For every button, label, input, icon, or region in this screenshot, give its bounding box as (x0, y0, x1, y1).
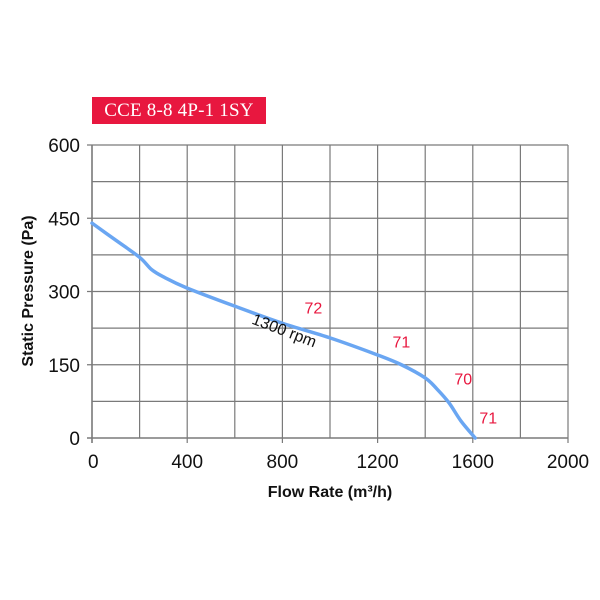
noise-level-label: 71 (393, 335, 411, 352)
x-axis-label: Flow Rate (m³/h) (268, 484, 392, 501)
y-tick-label: 150 (48, 356, 80, 377)
x-axis-ticks: 0 400 800 1200 1600 2000 (88, 452, 589, 473)
y-axis-ticks: 0 150 300 450 600 (48, 136, 80, 450)
x-tick-label: 1600 (452, 452, 494, 473)
x-tick-label: 0 (88, 452, 99, 473)
noise-level-label: 70 (454, 371, 472, 388)
x-tick-label: 1200 (356, 452, 398, 473)
y-tick-label: 600 (48, 136, 80, 157)
y-axis-label: Static Pressure (Pa) (20, 215, 37, 366)
y-tick-label: 300 (48, 283, 80, 304)
x-tick-label: 400 (171, 452, 203, 473)
noise-level-label: 72 (304, 300, 322, 317)
grid-lines (87, 144, 569, 443)
fan-curve-line (90, 221, 477, 440)
y-tick-label: 450 (48, 209, 80, 230)
noise-level-label: 71 (479, 410, 497, 427)
x-tick-label: 2000 (547, 452, 589, 473)
y-tick-label: 0 (69, 429, 80, 450)
chart-title-badge: CCE 8-8 4P-1 1SY (92, 97, 266, 124)
x-tick-label: 800 (267, 452, 299, 473)
